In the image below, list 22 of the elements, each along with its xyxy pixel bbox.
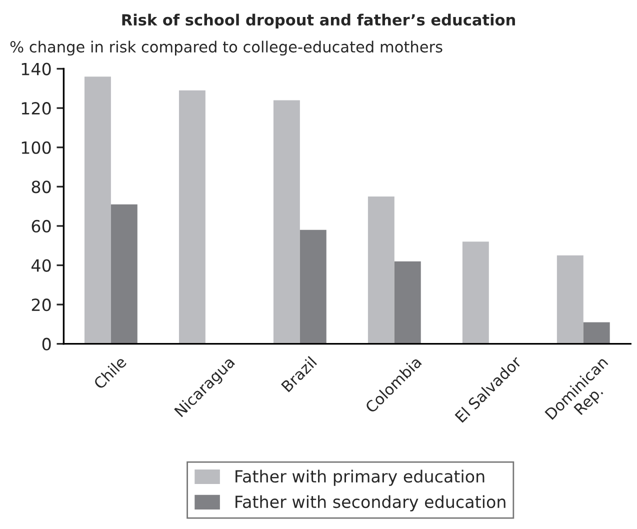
y-tick-label: 0 (42, 338, 51, 350)
bar (368, 196, 394, 344)
y-tick-label: 120 (22, 102, 51, 115)
bar (583, 322, 610, 344)
bar (462, 242, 489, 344)
bar (273, 100, 300, 344)
y-tick-label: 60 (32, 220, 51, 233)
bar (84, 76, 111, 344)
y-tick-label: 40 (32, 259, 51, 272)
bar (394, 261, 421, 344)
y-axis-title: % change in risk compared to college-educated mothers (10, 40, 442, 56)
bar (556, 255, 584, 344)
bar (300, 230, 326, 344)
bar (178, 90, 206, 344)
y-tick-label: 100 (22, 141, 51, 154)
y-tick-label: 80 (32, 180, 51, 194)
y-tick-label: 20 (32, 298, 51, 312)
legend-label: Father with primary education (236, 470, 484, 486)
y-tick-label: 140 (22, 62, 51, 76)
chart-title: Risk of school dropout and father’s education (122, 14, 515, 29)
bar (110, 204, 138, 344)
legend-label: Father with secondary education (236, 495, 506, 512)
